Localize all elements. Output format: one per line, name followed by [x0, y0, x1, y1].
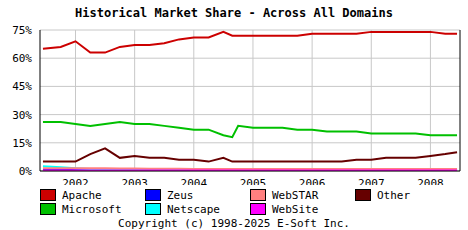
html-text:Apache: Apache: [62, 188, 102, 202]
svg-text:2003: 2003: [121, 177, 148, 185]
html-text:Other: Other: [377, 188, 411, 202]
html-text:Zeus: Zeus: [167, 188, 194, 202]
html-text:Historical Market Share - Acro: Historical Market Share - Across All Dom…: [75, 6, 393, 20]
svg-text:0%: 0%: [19, 165, 33, 178]
html-text:WebSTAR: WebSTAR: [272, 188, 319, 202]
svg-text:2004: 2004: [181, 177, 208, 185]
svg-text:45%: 45%: [12, 80, 32, 93]
svg-text:2007: 2007: [358, 177, 385, 185]
svg-text:2008: 2008: [417, 177, 444, 185]
svg-text:60%: 60%: [12, 52, 32, 65]
svg-text:15%: 15%: [12, 137, 32, 150]
svg-text:75%: 75%: [12, 24, 32, 37]
html-text:Netscape: Netscape: [167, 202, 220, 216]
svg-text:30%: 30%: [12, 109, 32, 122]
html-text:Microsoft: Microsoft: [62, 202, 122, 216]
svg-text:2005: 2005: [240, 177, 267, 185]
svg-text:2002: 2002: [62, 177, 89, 185]
html-text:Copyright (c) 1998-2025 E-Soft: Copyright (c) 1998-2025 E-Soft Inc.: [118, 217, 350, 230]
html-text:WebSite: WebSite: [272, 202, 319, 216]
svg-text:2006: 2006: [299, 177, 326, 185]
